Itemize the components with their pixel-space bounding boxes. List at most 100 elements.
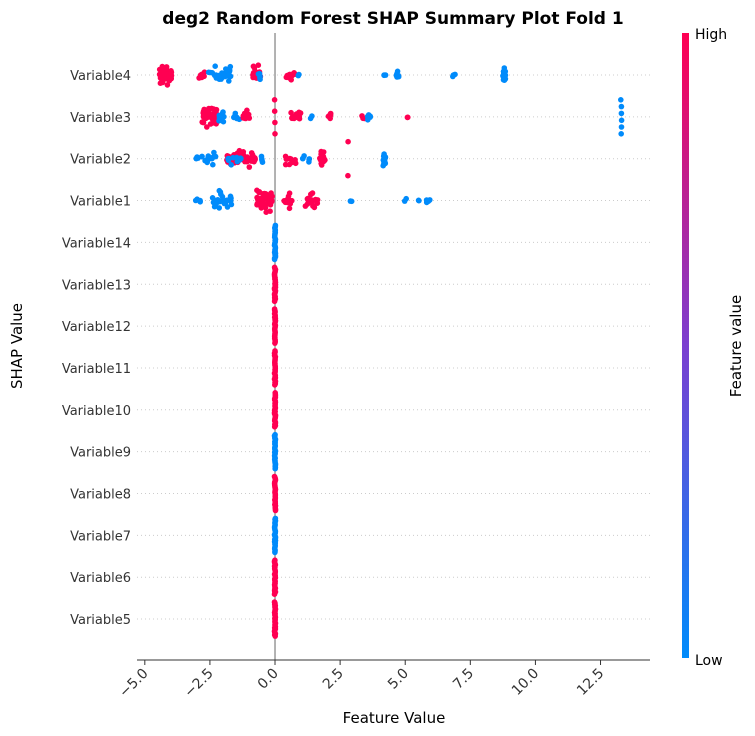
y-tick-label: Variable13 <box>62 278 131 293</box>
shap-point <box>308 191 314 198</box>
x-ticks: −5.0 −2.5 0.0 2.5 5.0 7.5 10.0 12.5 <box>116 660 607 701</box>
shap-point <box>502 72 509 78</box>
shap-point <box>347 198 354 204</box>
shap-point <box>288 109 294 116</box>
shap-point <box>161 70 168 77</box>
shap-point <box>255 62 262 68</box>
shap-point <box>271 108 278 114</box>
shap-point <box>209 155 215 162</box>
shap-point <box>258 153 265 160</box>
shap-point <box>157 72 163 79</box>
shap-point <box>265 198 272 204</box>
shap-point <box>225 157 232 164</box>
shap-point <box>292 158 298 165</box>
shap-point <box>242 115 249 122</box>
shap-point <box>304 196 311 202</box>
shap-point <box>164 82 171 88</box>
colorbar-high-label: High <box>695 27 727 43</box>
shap-point <box>416 197 422 204</box>
shap-point <box>272 119 278 126</box>
y-tick-label: Variable7 <box>70 529 131 544</box>
y-tick-labels: Variable4 Variable3 Variable2 Variable1 Vari… <box>62 69 131 628</box>
shap-point <box>207 121 214 127</box>
shap-point <box>425 198 432 205</box>
shap-point <box>259 159 266 165</box>
shap-point <box>367 114 374 120</box>
shap-point <box>618 131 624 137</box>
shap-point <box>272 465 279 472</box>
shap-point <box>345 138 351 145</box>
shap-point <box>226 78 232 84</box>
shap-point <box>618 117 625 124</box>
shap-point <box>212 109 219 115</box>
data-points <box>156 62 625 639</box>
shap-point <box>220 118 227 125</box>
shap-point <box>249 156 256 163</box>
y-tick-label: Variable14 <box>62 236 131 251</box>
shap-point <box>216 205 222 211</box>
shap-point <box>450 73 456 80</box>
shap-point <box>272 131 278 137</box>
shap-point <box>271 424 278 430</box>
shap-point <box>309 113 315 119</box>
shap-point <box>318 148 325 155</box>
shap-point <box>159 79 166 86</box>
shap-point <box>227 63 234 70</box>
x-axis-label: Feature Value <box>343 709 446 727</box>
shap-point <box>254 194 260 201</box>
gridlines <box>137 74 650 620</box>
y-tick-label: Variable1 <box>70 195 131 210</box>
shap-point <box>403 195 410 202</box>
shap-point <box>380 162 387 169</box>
shap-point <box>202 157 208 164</box>
y-tick-label: Variable9 <box>70 446 131 461</box>
shap-point <box>238 155 244 162</box>
shap-point <box>289 115 295 122</box>
shap-point <box>218 191 224 198</box>
shap-point <box>210 161 216 168</box>
shap-point <box>618 103 625 110</box>
shap-point <box>272 382 278 388</box>
shap-point <box>271 97 278 103</box>
y-tick-label: Variable3 <box>70 111 131 126</box>
shap-point <box>271 591 278 597</box>
shap-point <box>254 202 260 208</box>
x-tick-label: −5.0 <box>116 666 151 701</box>
shap-point <box>227 193 234 200</box>
y-tick-label: Variable6 <box>70 571 131 586</box>
shap-point <box>163 64 170 70</box>
colorbar <box>682 33 689 658</box>
shap-point <box>272 507 279 514</box>
shap-point <box>262 204 269 211</box>
shap-point <box>296 109 302 116</box>
shap-point <box>302 203 309 209</box>
shap-point <box>212 201 219 207</box>
shap-point <box>203 115 209 122</box>
x-tick-label: 5.0 <box>385 666 412 693</box>
shap-point <box>286 205 293 212</box>
y-tick-label: Variable12 <box>62 320 131 335</box>
shap-point <box>272 340 278 346</box>
y-tick-label: Variable2 <box>70 153 131 168</box>
shap-point <box>200 108 207 114</box>
shap-point <box>212 63 218 69</box>
shap-point <box>199 119 205 125</box>
shap-point <box>382 72 389 78</box>
shap-point <box>156 66 163 73</box>
shap-point <box>306 159 312 165</box>
shap-point <box>288 74 294 80</box>
shap-point <box>226 68 233 75</box>
shap-point <box>197 197 203 204</box>
shap-point <box>251 65 258 71</box>
shap-point <box>284 156 291 162</box>
shap-point <box>360 115 366 122</box>
shap-point <box>271 256 278 263</box>
shap-point <box>618 110 625 117</box>
shap-point <box>272 549 278 556</box>
colorbar-label: Feature value <box>727 295 745 397</box>
shap-point <box>395 73 402 80</box>
shap-point <box>282 199 289 206</box>
chart-title: deg2 Random Forest SHAP Summary Plot Fol… <box>162 9 623 29</box>
y-tick-label: Variable5 <box>70 613 131 628</box>
shap-point <box>295 72 302 79</box>
